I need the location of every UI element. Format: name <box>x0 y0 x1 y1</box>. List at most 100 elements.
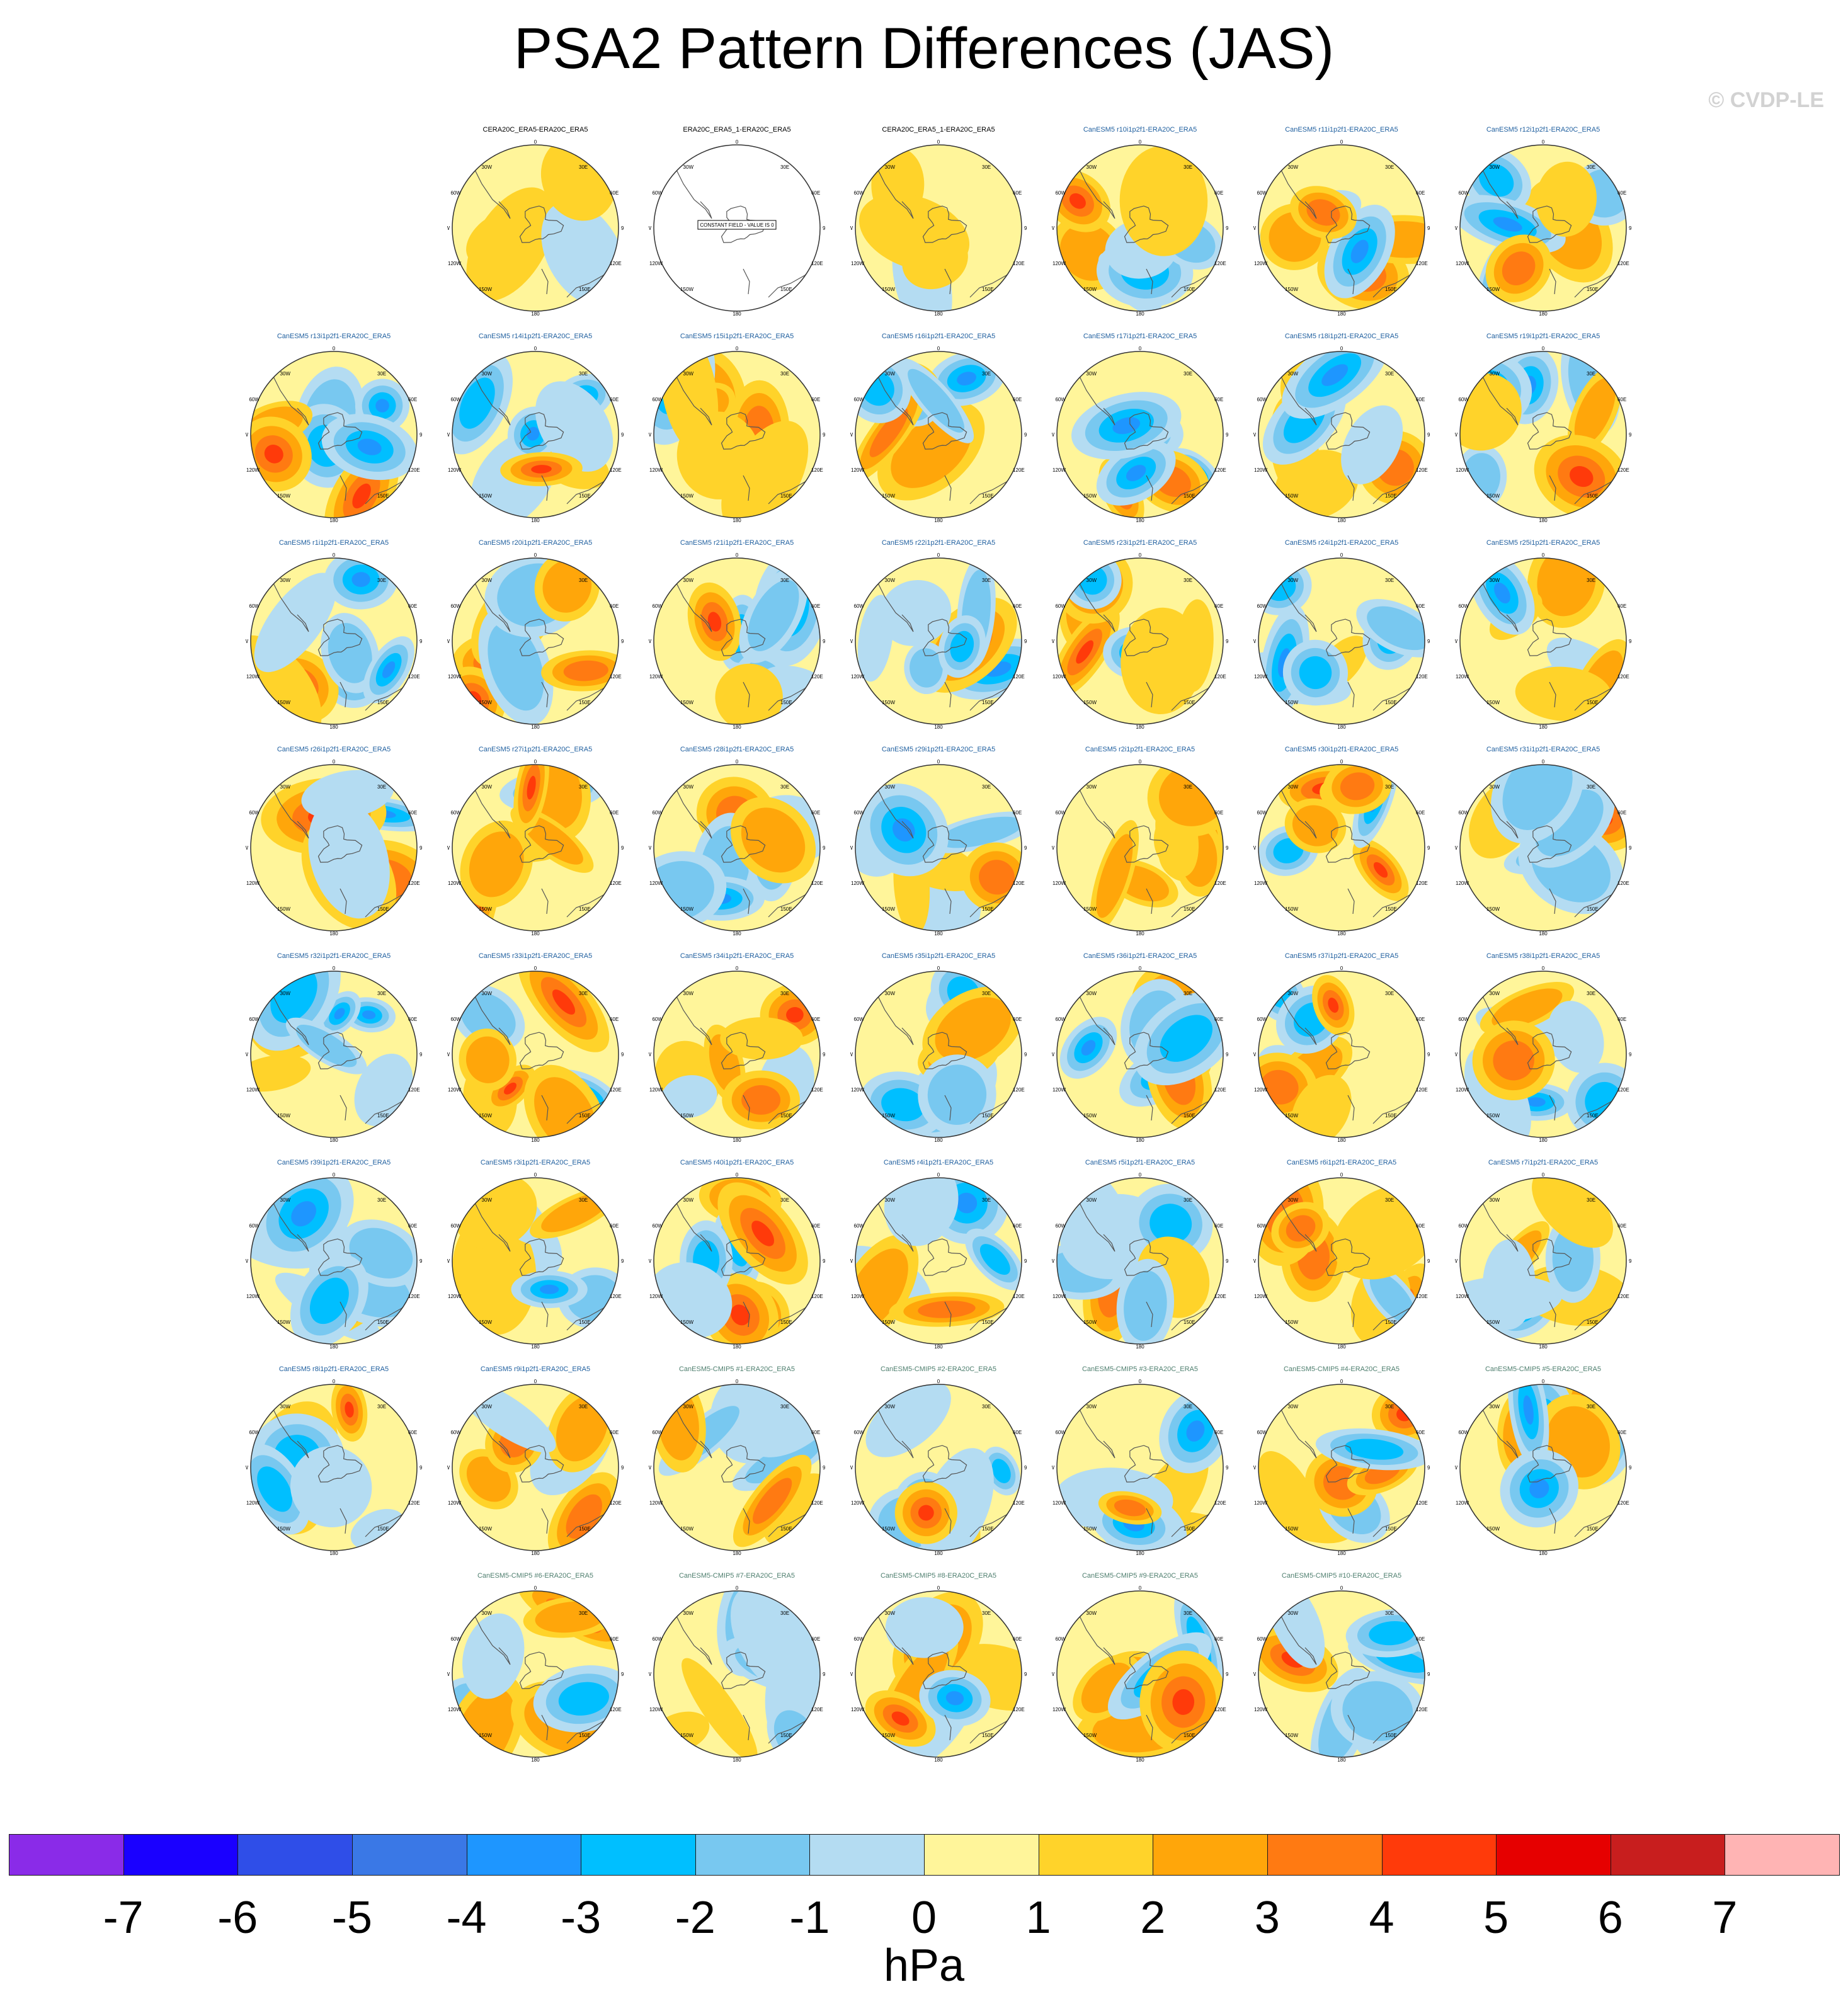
colorbar-swatch <box>1381 1834 1497 1876</box>
longitude-label: 150E <box>579 1526 591 1532</box>
longitude-label: 150E <box>1385 493 1397 499</box>
longitude-label: 90E <box>1226 845 1228 851</box>
longitude-label: 120E <box>1214 1707 1226 1712</box>
longitude-label: 120E <box>1214 880 1226 886</box>
longitude-label: 60E <box>1214 190 1223 196</box>
positive-contour <box>466 211 527 266</box>
new-zealand-coastline <box>743 681 750 708</box>
longitude-label: 60E <box>610 1636 619 1642</box>
south-america-coastline <box>270 1197 309 1252</box>
longitude-label: 60E <box>811 1430 820 1435</box>
colorbar-swatch <box>581 1834 696 1876</box>
longitude-label: 180 <box>1337 1757 1346 1762</box>
new-zealand-coastline <box>944 1508 952 1534</box>
south-america-coastline <box>673 371 712 426</box>
new-zealand-coastline <box>1549 1301 1556 1328</box>
antarctica-coastline <box>721 1651 766 1689</box>
longitude-label: 150W <box>1083 906 1097 912</box>
longitude-label: 150W <box>1285 1526 1298 1532</box>
longitude-label: 30E <box>1385 1404 1394 1410</box>
longitude-label: 60W <box>450 190 461 196</box>
map-boundary <box>1459 971 1627 1138</box>
longitude-label: 60E <box>1617 1430 1626 1435</box>
longitude-label: 150E <box>780 493 792 499</box>
negative-contour <box>748 579 799 651</box>
panel-title: CanESM5 r33i1p2f1-ERA20C_ERA5 <box>478 952 593 960</box>
negative-contour <box>1345 1439 1404 1460</box>
longitude-label: 30E <box>1184 1404 1192 1410</box>
longitude-label: 60W <box>853 190 864 196</box>
panel-title: CanESM5 r3i1p2f1-ERA20C_ERA5 <box>480 1159 591 1166</box>
polar-map: 0 180 30W 30E 60W 60E 90W 90E 120W 120E 150W 150E <box>447 1379 624 1556</box>
longitude-label: 180 <box>1539 1137 1548 1142</box>
longitude-label: 60W <box>1055 603 1066 609</box>
polar-map: 0 180 30W 30E 60W 60E 90W 90E 120W 120E 150W 150E <box>649 346 825 523</box>
panel-title: CanESM5 r2i1p2f1-ERA20C_ERA5 <box>1085 746 1195 753</box>
map-boundary <box>1459 1384 1627 1551</box>
longitude-label: 180 <box>1136 311 1144 316</box>
longitude-label: 0 <box>534 1586 537 1591</box>
longitude-label: 120W <box>649 674 663 680</box>
longitude-label: 90W <box>246 432 248 438</box>
longitude-label: 120W <box>448 261 461 266</box>
positive-contour <box>504 1082 516 1095</box>
map-panel: CanESM5-CMIP5 #9-ERA20C_ERA5 0 180 30W 30E 60… <box>1039 1572 1241 1775</box>
positive-contour <box>751 1221 775 1246</box>
positive-contour <box>786 1007 804 1023</box>
longitude-label: 60E <box>1214 603 1223 609</box>
south-america-coastline <box>1076 578 1115 632</box>
negative-contour <box>382 661 396 678</box>
new-zealand-coastline <box>339 1301 347 1328</box>
map-panel: CanESM5 r6i1p2f1-ERA20C_ERA5 0 180 30W 30E 60… <box>1241 1159 1442 1362</box>
positive-contour <box>552 989 576 1015</box>
negative-contour <box>950 630 974 663</box>
longitude-label: 0 <box>534 553 537 558</box>
positive-contour <box>1114 1499 1146 1517</box>
longitude-label: 60E <box>1214 1223 1223 1229</box>
longitude-label: 150W <box>1083 287 1097 292</box>
polar-map: 0 180 30W 30E 60W 60E 90W 90E 120W 120E 150W 150E <box>246 1173 422 1349</box>
longitude-label: 90E <box>1629 845 1631 851</box>
longitude-label: 150E <box>1587 906 1599 912</box>
antarctica-coastline <box>1325 412 1371 450</box>
longitude-label: 120W <box>851 261 864 266</box>
longitude-label: 180 <box>531 724 540 729</box>
polar-map: 0 180 30W 30E 60W 60E 90W 90E 120W 120E 150W 150E <box>246 760 422 936</box>
longitude-label: 60E <box>408 1017 417 1022</box>
longitude-label: 90W <box>1253 1258 1256 1264</box>
longitude-label: 120W <box>1052 1707 1066 1712</box>
longitude-label: 30W <box>885 578 896 583</box>
longitude-label: 180 <box>329 1344 338 1349</box>
longitude-label: 180 <box>1539 724 1548 729</box>
longitude-label: 150W <box>680 1526 693 1532</box>
longitude-label: 120W <box>649 261 663 266</box>
south-america-coastline <box>1278 164 1317 219</box>
longitude-label: 30E <box>780 371 789 377</box>
longitude-label: 120E <box>610 261 622 266</box>
longitude-label: 120W <box>246 1294 260 1299</box>
longitude-label: 90E <box>419 845 422 851</box>
panel-title: CanESM5 r15i1p2f1-ERA20C_ERA5 <box>680 333 794 340</box>
panel-title: CanESM5 r37i1p2f1-ERA20C_ERA5 <box>1284 952 1399 960</box>
south-america-coastline <box>875 991 914 1045</box>
longitude-label: 150W <box>1083 1733 1097 1738</box>
new-zealand-coastline <box>1549 681 1556 708</box>
panel-title: CanESM5-CMIP5 #2-ERA20C_ERA5 <box>880 1365 997 1373</box>
antarctica-coastline <box>721 412 766 450</box>
longitude-label: 150E <box>1184 1526 1195 1532</box>
longitude-label: 30W <box>885 371 896 377</box>
map-panel: CanESM5-CMIP5 #2-ERA20C_ERA5 0 180 30W 30E 60… <box>838 1365 1039 1568</box>
map-panel: CanESM5 r15i1p2f1-ERA20C_ERA5 0 180 30W 30E 6… <box>636 333 838 535</box>
longitude-label: 90E <box>621 432 624 438</box>
longitude-label: 150E <box>982 493 994 499</box>
longitude-label: 120W <box>851 1707 864 1712</box>
longitude-label: 180 <box>733 518 741 523</box>
panel-title: CanESM5-CMIP5 #8-ERA20C_ERA5 <box>880 1572 997 1580</box>
colorbar-tick-label: 4 <box>1369 1893 1395 1943</box>
antarctica-coastline <box>1124 825 1169 863</box>
colorbar-tick-label: -1 <box>789 1893 830 1943</box>
antarctica-coastline <box>1124 618 1169 656</box>
longitude-label: 90W <box>246 845 248 851</box>
panel-title: CERA20C_ERA5_1-ERA20C_ERA5 <box>882 126 995 134</box>
antarctica-coastline <box>1124 205 1169 243</box>
